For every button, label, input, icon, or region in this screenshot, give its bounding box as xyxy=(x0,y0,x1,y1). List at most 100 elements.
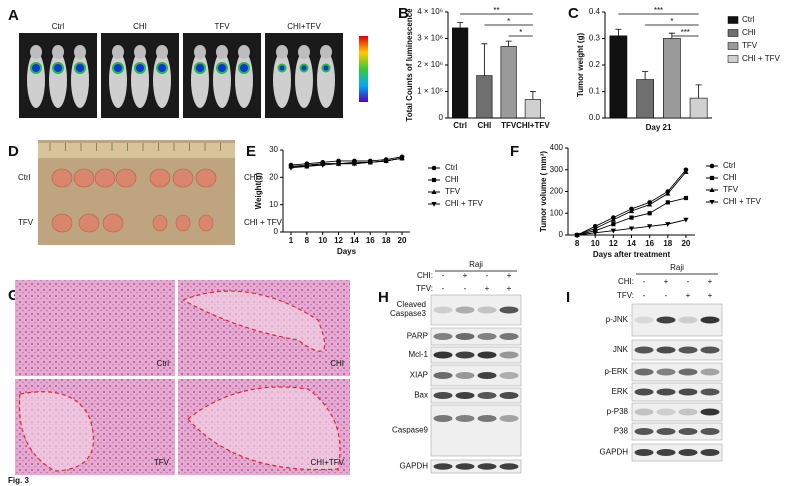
marker xyxy=(683,169,689,174)
color-bar xyxy=(359,36,368,102)
mouse xyxy=(191,52,209,108)
treatment-label: TFV: xyxy=(416,284,433,293)
x-tick-label: 8 xyxy=(305,236,310,245)
y-tick-label: 30 xyxy=(269,145,278,154)
cell-line: Raji xyxy=(670,263,684,272)
x-tick-label: Ctrl xyxy=(453,121,467,130)
significance-label: ** xyxy=(493,6,499,15)
necrosis-outline xyxy=(187,386,341,471)
blot-strip xyxy=(430,364,522,387)
band xyxy=(656,408,676,416)
band xyxy=(700,368,720,376)
legend-swatch xyxy=(727,29,739,37)
blot-strip xyxy=(631,402,723,422)
protein-label: JNK xyxy=(613,345,629,354)
marker xyxy=(431,165,437,171)
protein-label: P38 xyxy=(614,427,629,436)
blot-strip xyxy=(631,382,723,402)
y-tick-label: 0.2 xyxy=(589,60,601,69)
signal-core xyxy=(136,64,144,72)
band xyxy=(455,372,475,379)
treatment-sign: + xyxy=(708,291,713,300)
blot-strip xyxy=(631,339,723,361)
treatment-sign: - xyxy=(687,277,690,286)
treatment-sign: + xyxy=(507,271,512,280)
band xyxy=(455,463,475,470)
band xyxy=(477,306,497,314)
histology-label: CHI xyxy=(330,359,344,368)
row-label: TFV xyxy=(18,218,34,227)
marker xyxy=(304,164,310,170)
band xyxy=(433,463,453,470)
marker xyxy=(665,222,671,227)
band xyxy=(499,351,519,359)
cell-line: Raji xyxy=(469,260,483,269)
panel-letter: H xyxy=(378,289,389,306)
x-axis-title: Days after treatment xyxy=(593,250,671,259)
x-tick-label: 1 xyxy=(289,236,294,245)
signal-core xyxy=(301,65,307,71)
protein-label: GAPDH xyxy=(400,462,429,471)
panel-letter: C xyxy=(568,5,579,22)
y-tick-label: 100 xyxy=(550,208,564,217)
row-label: Ctrl xyxy=(18,173,31,182)
mouse xyxy=(273,52,291,108)
treatment-sign: + xyxy=(463,271,468,280)
protein-label: p-ERK xyxy=(604,367,628,376)
histology-label: CHI+TFV xyxy=(310,458,344,467)
band xyxy=(499,415,519,422)
x-tick-label: 16 xyxy=(366,236,375,245)
marker xyxy=(592,230,598,236)
panel-letter: A xyxy=(8,7,19,24)
band xyxy=(700,388,720,396)
ruler xyxy=(38,143,235,158)
blot-strip xyxy=(430,387,522,404)
band xyxy=(700,428,720,435)
x-tick-label: TFV xyxy=(501,121,517,130)
marker xyxy=(709,200,715,205)
mouse-head xyxy=(194,45,206,59)
x-tick-label: 18 xyxy=(382,236,391,245)
band xyxy=(433,372,453,379)
marker xyxy=(431,177,437,183)
band xyxy=(455,306,475,314)
marker xyxy=(629,215,634,220)
bar xyxy=(663,38,681,119)
mouse-head xyxy=(134,45,146,59)
blot-strip xyxy=(430,404,522,457)
mouse-head xyxy=(112,45,124,59)
band xyxy=(433,333,453,340)
tumor xyxy=(94,168,116,188)
band xyxy=(477,333,497,340)
marker xyxy=(610,216,616,222)
marker xyxy=(683,217,689,223)
band xyxy=(477,463,497,470)
band xyxy=(678,368,698,376)
marker xyxy=(611,222,616,227)
marker xyxy=(431,189,437,194)
band xyxy=(499,463,519,470)
band xyxy=(499,333,519,340)
tumor xyxy=(172,168,194,188)
x-tick-label: 20 xyxy=(398,236,407,245)
caption: Fig. 3 xyxy=(8,476,29,485)
x-tick-label: 20 xyxy=(681,239,690,248)
x-tick-label: CHI xyxy=(477,121,491,130)
band xyxy=(656,346,676,354)
blot-strip xyxy=(631,362,723,382)
y-tick-label: 10 xyxy=(269,200,278,209)
significance-label: *** xyxy=(654,6,663,15)
tumor xyxy=(78,213,100,233)
protein-label: XIAP xyxy=(410,371,428,380)
marker xyxy=(665,190,671,196)
band xyxy=(678,408,698,416)
band xyxy=(477,415,497,422)
treatment-sign: - xyxy=(442,271,445,280)
x-tick-label: 14 xyxy=(627,239,636,248)
error-bar xyxy=(642,71,649,80)
band xyxy=(634,428,654,435)
mouse xyxy=(27,52,45,108)
error-bar xyxy=(457,22,464,28)
protein-label: p-JNK xyxy=(606,315,629,324)
